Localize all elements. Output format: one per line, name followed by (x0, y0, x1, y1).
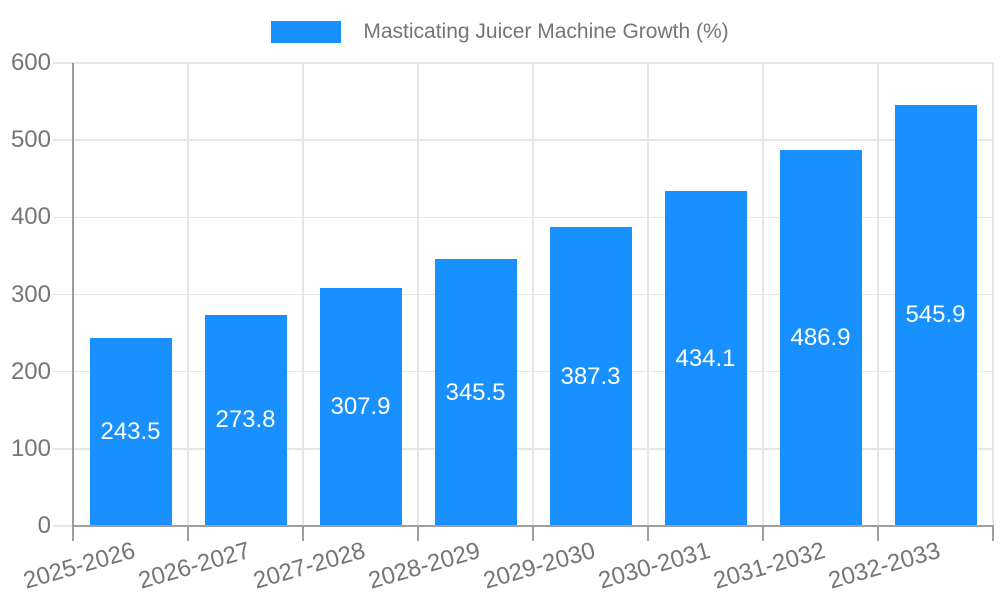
y-axis-tick-label: 100 (10, 434, 51, 462)
legend-item[interactable]: Masticating Juicer Machine Growth (%) (0, 18, 1000, 46)
y-axis-tick-label: 400 (10, 203, 51, 231)
bar-value-label: 545.9 (905, 301, 966, 329)
bar-value-label: 486.9 (790, 324, 851, 352)
grid-line-horizontal (53, 370, 993, 373)
x-axis-tick (762, 526, 764, 541)
y-axis-line (72, 63, 74, 526)
bar-value-label: 273.8 (215, 406, 276, 434)
x-axis-tick (417, 526, 419, 541)
x-axis-tick (532, 526, 534, 541)
grid-line-horizontal (53, 62, 993, 64)
bar-2028-2029[interactable]: 345.5 (434, 259, 517, 526)
y-axis-tick-label: 500 (10, 126, 51, 154)
grid-line-horizontal (53, 216, 993, 219)
x-axis-tick (647, 526, 649, 541)
legend-swatch-icon (271, 21, 342, 43)
y-axis-tick-label: 0 (37, 512, 51, 539)
bar-value-label: 434.1 (675, 344, 736, 372)
grid-line-horizontal (53, 139, 993, 141)
x-axis-tick (992, 526, 994, 541)
legend-label: Masticating Juicer Machine Growth (%) (363, 20, 729, 43)
grid-line-horizontal (53, 448, 993, 450)
y-axis-tick-label: 200 (10, 357, 51, 385)
bar-2030-2031[interactable]: 434.1 (664, 191, 747, 526)
y-axis-tick-label: 600 (10, 49, 51, 76)
grid-line-vertical (992, 63, 994, 526)
bar-2032-2033[interactable]: 545.9 (894, 104, 977, 526)
grid-line-vertical (762, 63, 764, 526)
bar-2025-2026[interactable]: 243.5 (89, 338, 172, 526)
x-axis-tick (72, 526, 74, 541)
y-axis-tick-label: 300 (10, 280, 51, 308)
plot-area: 243.5 273.8 307.9 345.5 387.3 434.1 486.9 545.9 (53, 62, 994, 541)
grid-line-vertical (302, 63, 304, 526)
grid-line-vertical (877, 63, 879, 526)
grid-line-horizontal (53, 293, 993, 296)
bar-value-label: 345.5 (445, 378, 506, 406)
x-axis-tick (187, 526, 189, 541)
grid-line-vertical (532, 63, 534, 526)
bar-2027-2028[interactable]: 307.9 (319, 288, 402, 526)
bar-2029-2030[interactable]: 387.3 (549, 227, 632, 526)
grid-line-vertical (417, 63, 419, 526)
bar-2026-2027[interactable]: 273.8 (204, 314, 287, 526)
grid-line-vertical (187, 63, 189, 526)
bar-value-label: 387.3 (560, 362, 621, 390)
bar-value-label: 307.9 (330, 393, 391, 421)
bar-value-label: 243.5 (100, 418, 161, 446)
x-axis-tick (877, 526, 879, 541)
bar-2031-2032[interactable]: 486.9 (779, 150, 862, 526)
x-axis-line (72, 524, 994, 527)
grid-line-vertical (647, 63, 649, 526)
x-axis-tick (302, 526, 304, 541)
